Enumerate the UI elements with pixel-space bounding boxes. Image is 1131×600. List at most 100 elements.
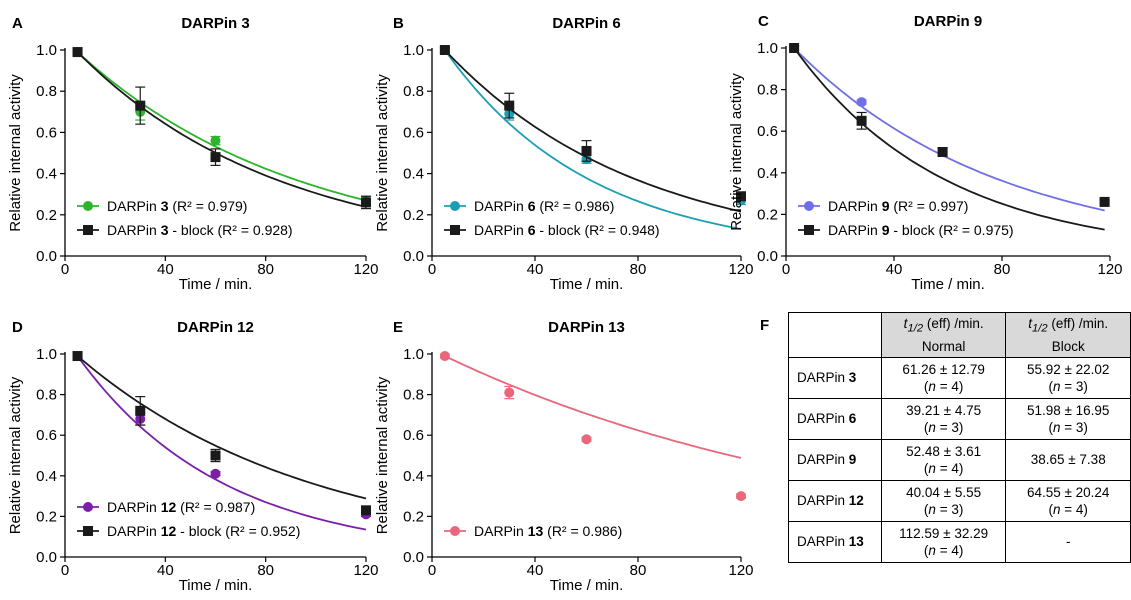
series-pink: DARPin 13 (R² = 0.986): [439, 351, 746, 539]
x-axis-label: Time / min.: [911, 276, 985, 293]
y-tick-label: 0.4: [757, 165, 778, 182]
data-point: [937, 147, 948, 157]
y-tick-label: 0.2: [757, 206, 778, 223]
data-point: [361, 505, 371, 516]
fit-curve: [76, 355, 367, 500]
legend-marker: [450, 201, 460, 211]
chart-title: DARPin 9: [914, 13, 982, 30]
panel-letter: B: [393, 15, 404, 32]
table-cell-block: 51.98 ± 16.95 (n = 3): [1005, 397, 1131, 440]
table-cell-normal: 52.48 ± 3.61 (n = 4): [880, 438, 1007, 481]
y-tick-label: 1.0: [36, 42, 57, 59]
table-cell-normal: 39.21 ± 4.75 (n = 3): [880, 397, 1007, 440]
x-tick-label: 80: [994, 261, 1011, 278]
data-point: [1099, 196, 1110, 207]
y-tick-label: 0.2: [36, 508, 57, 525]
table-cell-block: 64.55 ± 20.24 (n = 4): [1005, 479, 1131, 522]
series-black: DARPin 9 - block (R² = 0.975): [789, 43, 1110, 238]
y-tick-label: 0.8: [36, 387, 57, 404]
x-tick-label: 40: [157, 562, 174, 579]
data-point: [210, 152, 221, 163]
data-point: [789, 43, 800, 53]
y-axis-label: Relative internal activity: [7, 376, 24, 534]
panel-letter-f: F: [760, 317, 770, 334]
x-tick-label: 0: [61, 562, 69, 579]
x-tick-label: 80: [257, 261, 274, 278]
x-axis-label: Time / min.: [179, 276, 253, 293]
y-tick-label: 0.8: [403, 387, 424, 404]
y-tick-label: 0.0: [403, 248, 424, 265]
legend-label: DARPin 3 - block (R² = 0.928): [107, 222, 293, 238]
y-tick-label: 1.0: [403, 42, 424, 59]
y-tick-label: 0.6: [403, 124, 424, 141]
panel-letter: D: [12, 319, 23, 336]
table-header-normal: t1/2 (eff) /min. Normal: [880, 312, 1007, 358]
y-tick-label: 0.4: [36, 468, 57, 485]
y-tick-label: 1.0: [403, 346, 424, 363]
chart-title: DARPin 12: [177, 319, 254, 336]
x-tick-label: 0: [782, 261, 790, 278]
data-point: [135, 405, 146, 416]
series-purple: DARPin 12 (R² = 0.987): [72, 351, 371, 531]
table-header-block: t1/2 (eff) /min. Block: [1005, 312, 1131, 358]
y-tick-label: 1.0: [757, 40, 778, 57]
fit-curve: [76, 355, 367, 531]
y-tick-label: 0.4: [36, 166, 57, 183]
x-axis-label: Time / min.: [550, 276, 624, 293]
fit-curve: [76, 51, 367, 202]
x-tick-label: 40: [886, 261, 903, 278]
x-tick-label: 80: [630, 261, 647, 278]
data-point: [581, 145, 592, 156]
table-row: DARPin 9 52.48 ± 3.61 (n = 4) 38.65 ± 7.38: [788, 438, 1131, 481]
panel-letter: C: [758, 13, 769, 30]
table-cell-block: 55.92 ± 22.02 (n = 3): [1005, 356, 1131, 399]
series-black: DARPin 3 - block (R² = 0.928): [72, 47, 371, 238]
fit-curve: [793, 47, 1105, 231]
y-tick-label: 0.2: [403, 508, 424, 525]
series-black: DARPin 6 - block (R² = 0.948): [439, 45, 746, 238]
data-point: [210, 450, 221, 461]
x-tick-label: 120: [728, 261, 753, 278]
legend-marker: [83, 526, 93, 536]
legend-marker: [83, 502, 93, 512]
x-tick-label: 120: [728, 562, 753, 579]
y-axis-label: Relative internal activity: [7, 74, 24, 232]
chart-c: C DARPin 9 0.0 0.2 0.4 0.6 0.8 1.0 0 40 80 120 Time …: [728, 13, 1123, 293]
legend-label: DARPin 13 (R² = 0.986): [474, 523, 622, 539]
fit-curve: [444, 355, 742, 459]
x-tick-label: 120: [353, 562, 378, 579]
data-point: [856, 115, 867, 126]
y-tick-label: 0.2: [36, 207, 57, 224]
panel-letter: A: [12, 15, 23, 32]
y-tick-label: 0.0: [36, 549, 57, 566]
table-row: DARPin 3 61.26 ± 12.79 (n = 4) 55.92 ± 22.0…: [788, 356, 1131, 399]
x-axis-label: Time / min.: [179, 577, 253, 594]
table-body: DARPin 3 61.26 ± 12.79 (n = 4) 55.92 ± 22.0…: [788, 356, 1131, 563]
y-tick-label: 0.8: [403, 83, 424, 100]
table-corner-cell: [788, 312, 882, 358]
legend-marker: [83, 201, 93, 211]
panel-letter: E: [393, 319, 403, 336]
fit-curve: [444, 49, 742, 230]
legend-label: DARPin 6 - block (R² = 0.948): [474, 222, 660, 238]
series-black: DARPin 12 - block (R² = 0.952): [72, 351, 371, 539]
data-point: [736, 191, 746, 202]
x-tick-label: 0: [61, 261, 69, 278]
table-cell-normal: 112.59 ± 32.29 (n = 4): [880, 520, 1007, 563]
chart-title: DARPin 13: [548, 319, 625, 336]
y-tick-label: 0.8: [36, 83, 57, 100]
data-point: [439, 45, 450, 55]
data-point: [581, 434, 592, 445]
fit-curve: [793, 47, 1105, 212]
legend-marker: [450, 526, 460, 536]
legend-marker: [804, 225, 814, 235]
table-cell-normal: 40.04 ± 5.55 (n = 3): [880, 479, 1007, 522]
half-life-table: t1/2 (eff) /min. Normal t1/2 (eff) /min.…: [788, 312, 1131, 563]
chart-title: DARPin 6: [552, 15, 620, 32]
data-point: [135, 100, 146, 111]
series-blue: DARPin 9 (R² = 0.997): [789, 43, 1110, 214]
x-tick-label: 0: [428, 562, 436, 579]
table-row: DARPin 13 112.59 ± 32.29 (n = 4) -: [788, 520, 1131, 563]
data-point: [72, 351, 83, 362]
data-point: [856, 97, 867, 108]
